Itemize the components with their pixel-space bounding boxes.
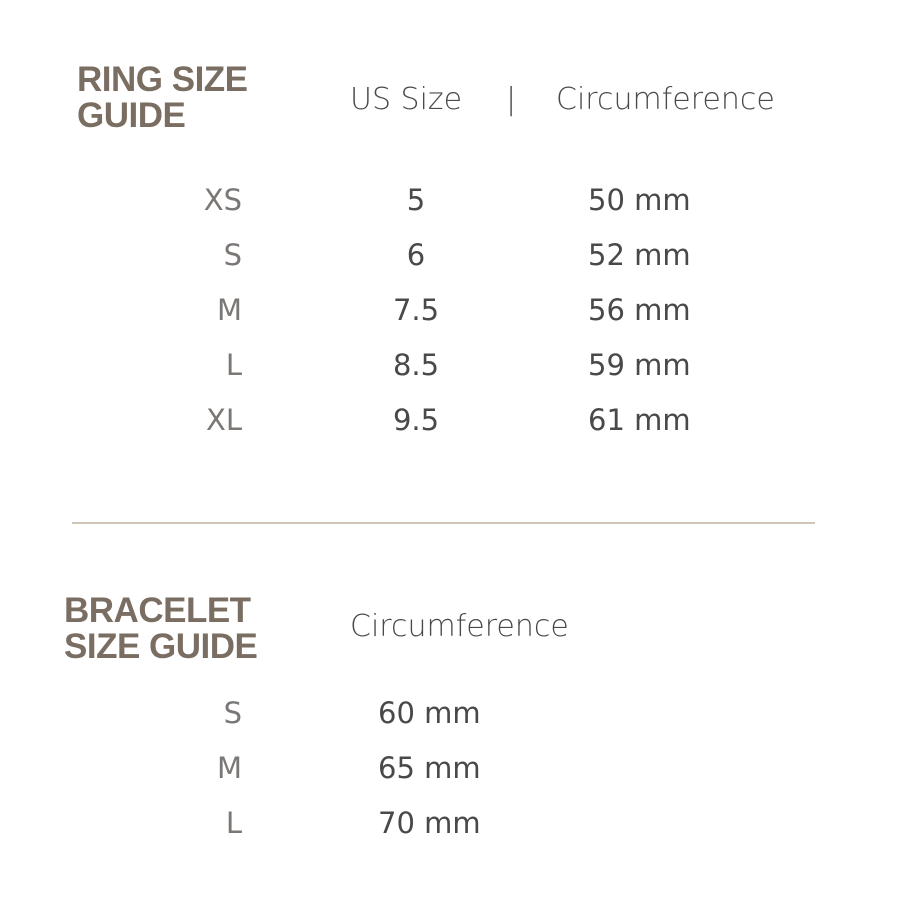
title-line: RING SIZE xyxy=(77,60,248,99)
circumference-value: 70 mm xyxy=(378,806,481,840)
circumference-value: 61 mm xyxy=(588,403,691,437)
us-size-value: 8.5 xyxy=(392,348,440,382)
circumference-value: 65 mm xyxy=(378,751,481,785)
size-label: L xyxy=(225,348,242,382)
circumference-value: 50 mm xyxy=(588,183,691,217)
header-separator: | xyxy=(506,82,517,117)
size-label: M xyxy=(216,751,242,785)
title-line: GUIDE xyxy=(77,96,186,135)
ring-size-guide-title: RING SIZE GUIDE xyxy=(77,62,248,134)
size-label: L xyxy=(225,806,242,840)
bracelet-size-guide-title: BRACELET SIZE GUIDE xyxy=(64,591,258,666)
us-size-header: US Size xyxy=(350,82,463,117)
us-size-value: 5 xyxy=(406,183,426,217)
title-line: SIZE GUIDE xyxy=(64,627,258,666)
bracelet-circumference-header: Circumference xyxy=(350,609,569,644)
size-label: S xyxy=(223,238,242,272)
size-label: M xyxy=(216,293,242,327)
us-size-value: 9.5 xyxy=(392,403,440,437)
circumference-value: 52 mm xyxy=(588,238,691,272)
size-label: XS xyxy=(203,183,242,217)
us-size-value: 6 xyxy=(406,238,426,272)
circumference-value: 59 mm xyxy=(588,348,691,382)
size-label: XL xyxy=(205,403,242,437)
us-size-value: 7.5 xyxy=(392,293,440,327)
title-line: BRACELET xyxy=(64,591,251,630)
circumference-value: 60 mm xyxy=(378,696,481,730)
section-divider xyxy=(72,522,815,524)
circumference-header: Circumference xyxy=(556,82,775,117)
circumference-value: 56 mm xyxy=(588,293,691,327)
size-label: S xyxy=(223,696,242,730)
